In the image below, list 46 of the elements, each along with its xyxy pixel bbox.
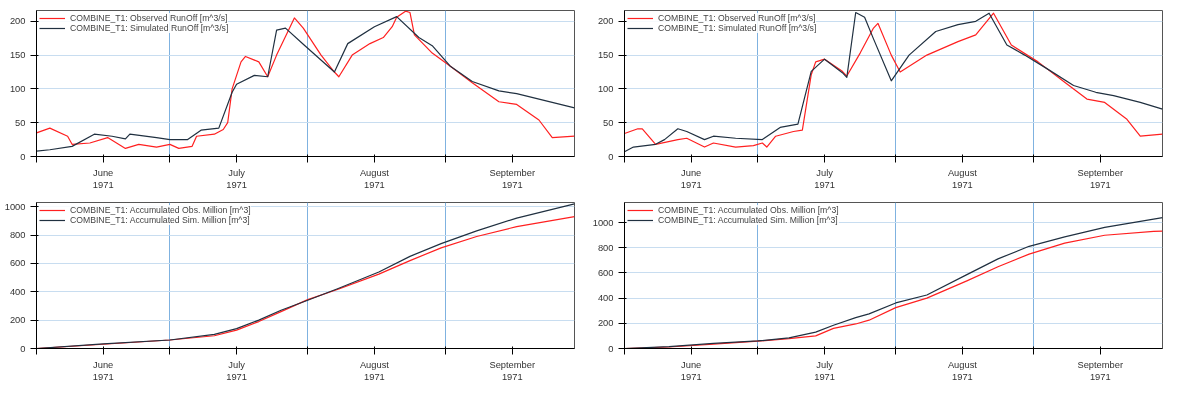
y-tick-label: 200 [597, 318, 614, 329]
legend-label: COMBINE_T1: Simulated RunOff [m^3/s] [70, 23, 229, 33]
y-tick-label: 200 [9, 16, 26, 27]
x-tick-label: September 1971 [1077, 359, 1124, 382]
y-tick-label: 0 [20, 343, 26, 354]
x-tick-label: September 1971 [489, 359, 536, 382]
y-tick-label: 800 [9, 230, 26, 241]
y-tick-label: 400 [9, 286, 26, 297]
legend-label: COMBINE_T1: Accumulated Obs. Million [m^3] [70, 205, 251, 215]
y-tick-label: 100 [597, 83, 614, 94]
y-tick-label: 150 [597, 50, 614, 61]
y-tick-label: 600 [9, 258, 26, 269]
x-tick-label: July 1971 [814, 359, 835, 382]
y-tick-label: 400 [597, 293, 614, 304]
y-tick-label: 50 [603, 117, 614, 128]
y-tick-label: 0 [608, 343, 614, 354]
y-tick-label: 800 [597, 242, 614, 253]
legend-label: COMBINE_T1: Accumulated Sim. Million [m^3] [70, 215, 250, 225]
y-tick-label: 600 [597, 267, 614, 278]
legend-label: COMBINE_T1: Accumulated Sim. Million [m^3] [658, 215, 838, 225]
y-tick-label: 200 [9, 315, 26, 326]
x-tick-label: August 1971 [947, 167, 978, 190]
legend-label: COMBINE_T1: Simulated RunOff [m^3/s] [658, 23, 817, 33]
x-tick-label: July 1971 [226, 359, 247, 382]
y-tick-label: 50 [15, 117, 26, 128]
y-tick-label: 0 [20, 151, 26, 162]
x-tick-label: June 1971 [92, 359, 114, 382]
x-tick-label: September 1971 [1077, 167, 1124, 190]
y-tick-label: 100 [9, 83, 26, 94]
legend-label: COMBINE_T1: Observed RunOff [m^3/s] [658, 13, 816, 23]
y-tick-label: 150 [9, 50, 26, 61]
x-tick-label: August 1971 [947, 359, 978, 382]
x-tick-label: August 1971 [359, 167, 390, 190]
x-tick-label: July 1971 [814, 167, 835, 190]
y-tick-label: 0 [608, 151, 614, 162]
legend-label: COMBINE_T1: Accumulated Obs. Million [m^3] [658, 205, 839, 215]
y-tick-label: 1000 [592, 217, 614, 228]
x-tick-label: June 1971 [680, 167, 702, 190]
x-tick-label: July 1971 [226, 167, 247, 190]
x-tick-label: August 1971 [359, 359, 390, 382]
y-tick-label: 1000 [4, 201, 26, 212]
legend-label: COMBINE_T1: Observed RunOff [m^3/s] [70, 13, 228, 23]
x-tick-label: June 1971 [92, 167, 114, 190]
x-tick-label: June 1971 [680, 359, 702, 382]
y-tick-label: 200 [597, 16, 614, 27]
x-tick-label: September 1971 [489, 167, 536, 190]
